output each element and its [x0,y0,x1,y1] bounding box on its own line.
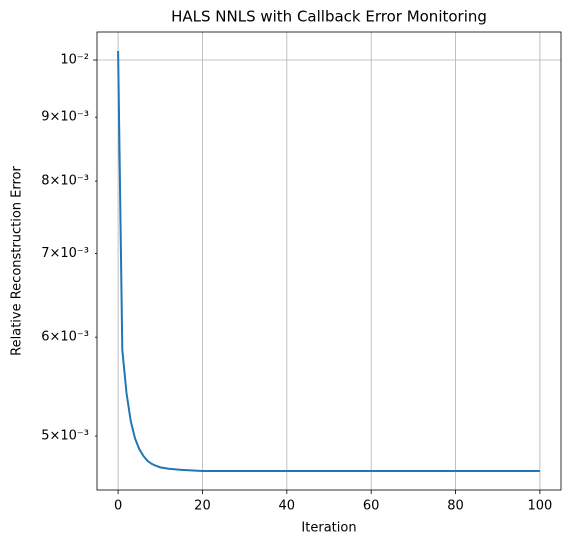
line [117,51,540,473]
chart-title: HALS NNLS with Callback Error Monitoring [171,8,487,26]
x-tick-label: 20 [194,499,211,514]
x-tick-label: 100 [527,499,552,514]
x-tick-label: 0 [114,499,122,514]
y-tick-label: 7×10⁻³ [41,246,89,261]
x-tick-label: 40 [279,499,296,514]
y-tick-label: 5×10⁻³ [41,429,89,444]
y-tick-label: 9×10⁻³ [41,110,89,125]
x-axis-label: Iteration [301,521,356,536]
plot-frame [96,31,562,491]
x-tick-label: 80 [447,499,464,514]
y-tick-label: 8×10⁻³ [41,174,89,189]
x-tick-label: 60 [363,499,380,514]
y-axis-label: Relative Reconstruction Error [10,166,25,356]
y-tick-label: 6×10⁻³ [41,330,89,345]
y-tick-label: 10⁻² [60,53,89,68]
